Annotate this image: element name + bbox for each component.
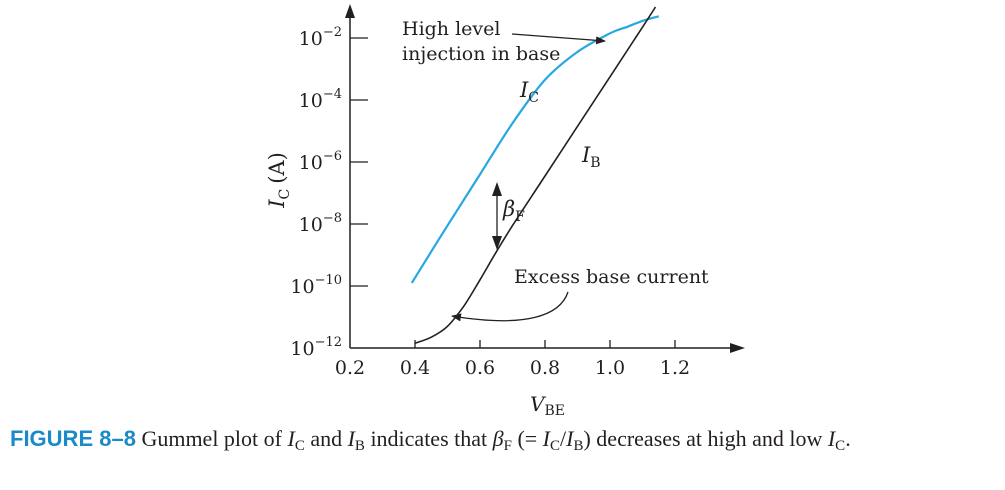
y-tick-label: 10−6: [299, 149, 342, 174]
x-tick-label: 0.4: [400, 357, 430, 379]
high-level-arrow: [511, 33, 606, 45]
excess-base-annotation: Excess base current: [514, 266, 709, 288]
x-tick-label: 0.6: [465, 357, 495, 379]
y-axis-label: IC(A): [265, 152, 293, 209]
y-tick-label: 10−12: [290, 335, 342, 360]
x-axis-label: VBE: [530, 392, 565, 415]
beta-arrow-top: [492, 182, 502, 196]
y-tick-label: 10−8: [299, 211, 342, 236]
ib-series-line: [414, 6, 657, 345]
y-tick-label: 10−10: [290, 273, 342, 298]
excess-base-arrow: [451, 291, 569, 322]
x-axis-arrowhead: [730, 343, 745, 353]
figure-number: FIGURE 8–8: [10, 426, 136, 451]
y-tick-label: 10−4: [299, 87, 342, 112]
beta-label: βF: [502, 197, 525, 225]
ib-series-label: IB: [581, 143, 601, 171]
gummel-plot: 0.2 0.4 0.6 0.8 1.0 1.2 10−2 10−4 10−6 10−8 10−10…: [265, 4, 745, 415]
high-level-annotation-line1: High level: [402, 18, 500, 40]
x-tick-label: 1.2: [660, 357, 690, 379]
high-level-annotation-line2: injection in base: [402, 43, 560, 65]
y-ticks: 10−2 10−4 10−6 10−8 10−10 10−12: [290, 25, 368, 360]
x-tick-label: 0.2: [335, 357, 365, 379]
ic-series-label: IC: [519, 78, 539, 106]
x-tick-label: 1.0: [595, 357, 625, 379]
beta-arrow-bottom: [492, 236, 502, 250]
x-ticks: 0.2 0.4 0.6 0.8 1.0 1.2: [335, 340, 690, 379]
y-tick-label: 10−2: [299, 25, 342, 50]
figure-caption: FIGURE 8–8 Gummel plot of IC and IB indi…: [10, 426, 851, 454]
y-axis-arrowhead: [345, 4, 355, 18]
x-tick-label: 0.8: [530, 357, 560, 379]
ic-series-line: [410, 15, 660, 284]
